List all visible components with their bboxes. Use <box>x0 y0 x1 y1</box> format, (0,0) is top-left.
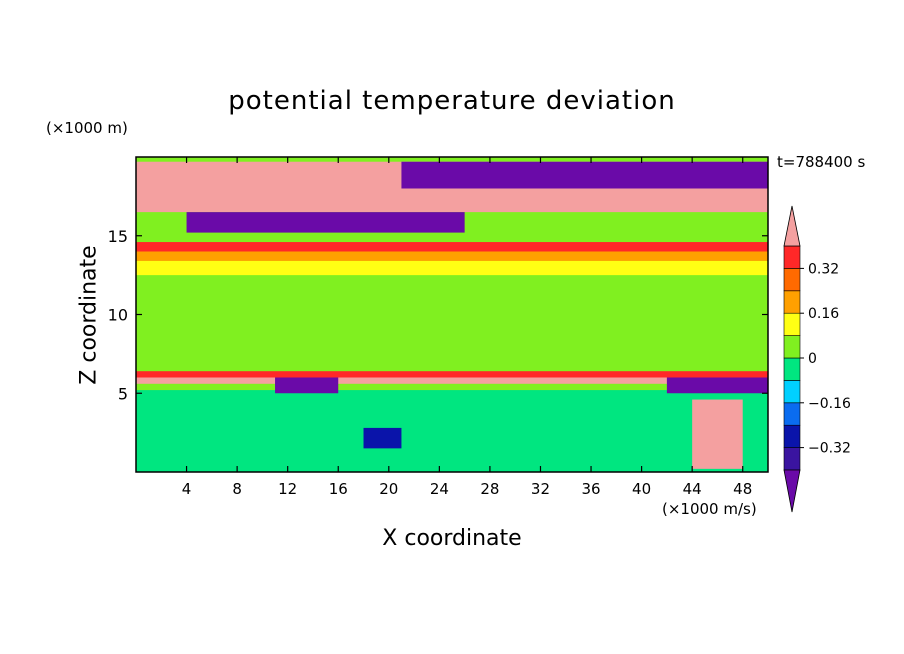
x-tick-label: 8 <box>232 480 242 498</box>
y-tick-label: 10 <box>108 306 128 325</box>
x-tick-label: 20 <box>379 480 398 498</box>
colorbar-band <box>783 402 801 426</box>
y-tick-label: 15 <box>108 227 128 246</box>
x-tick-label: 24 <box>430 480 449 498</box>
colorbar-band <box>783 357 801 381</box>
contour-region <box>186 212 465 233</box>
contour-region <box>136 251 768 261</box>
colorbar-extend-low <box>783 469 801 513</box>
x-tick-label: 32 <box>531 480 550 498</box>
contour-region <box>275 377 339 394</box>
colorbar-extend-high <box>783 205 801 247</box>
colorbar-band <box>783 447 801 471</box>
contour-region <box>136 242 768 252</box>
x-tick-label: 48 <box>733 480 752 498</box>
contour-region <box>136 188 768 213</box>
colorbar-band <box>783 424 801 448</box>
x-axis-ticks: 4 8 12 16 20 24 28 32 36 40 44 48 <box>182 157 752 498</box>
y-axis-unit: (×1000 m) <box>46 119 128 137</box>
contour-region <box>136 260 768 276</box>
contour-region <box>136 371 768 378</box>
contour-region <box>136 377 768 384</box>
colorbar-tick-label: 0.32 <box>808 261 839 277</box>
x-tick-label: 36 <box>581 480 600 498</box>
x-axis-unit: (×1000 m/s) <box>662 500 757 518</box>
colorbar-tick-label: 0.16 <box>808 306 839 322</box>
contour-region <box>401 161 768 189</box>
chart-title: potential temperature deviation <box>228 86 676 116</box>
colorbar-tick-label: −0.16 <box>808 396 851 412</box>
colorbar-band <box>783 312 801 336</box>
contour-region <box>666 377 768 394</box>
y-axis-ticks: 5 10 15 <box>108 227 768 403</box>
colorbar-band <box>783 290 801 314</box>
x-axis-label: X coordinate <box>382 526 522 551</box>
x-tick-label: 16 <box>329 480 348 498</box>
colorbar-band <box>783 335 801 359</box>
x-tick-label: 40 <box>632 480 651 498</box>
colorbar: 0.32 0.16 0 −0.16 −0.32 <box>783 205 851 513</box>
x-tick-label: 44 <box>683 480 702 498</box>
x-tick-label: 28 <box>480 480 499 498</box>
colorbar-tick-label: 0 <box>808 351 817 367</box>
contour-region <box>363 427 402 449</box>
colorbar-band <box>783 245 801 269</box>
y-tick-label: 5 <box>118 384 128 403</box>
colorbar-tick-label: −0.32 <box>808 441 851 457</box>
contour-region <box>692 399 743 469</box>
contour-region <box>136 390 768 472</box>
colorbar-band <box>783 268 801 292</box>
x-tick-label: 4 <box>182 480 192 498</box>
time-label: t=788400 s <box>777 153 866 171</box>
colorbar-band <box>783 380 801 404</box>
contour-field <box>136 157 768 472</box>
x-tick-label: 12 <box>278 480 297 498</box>
